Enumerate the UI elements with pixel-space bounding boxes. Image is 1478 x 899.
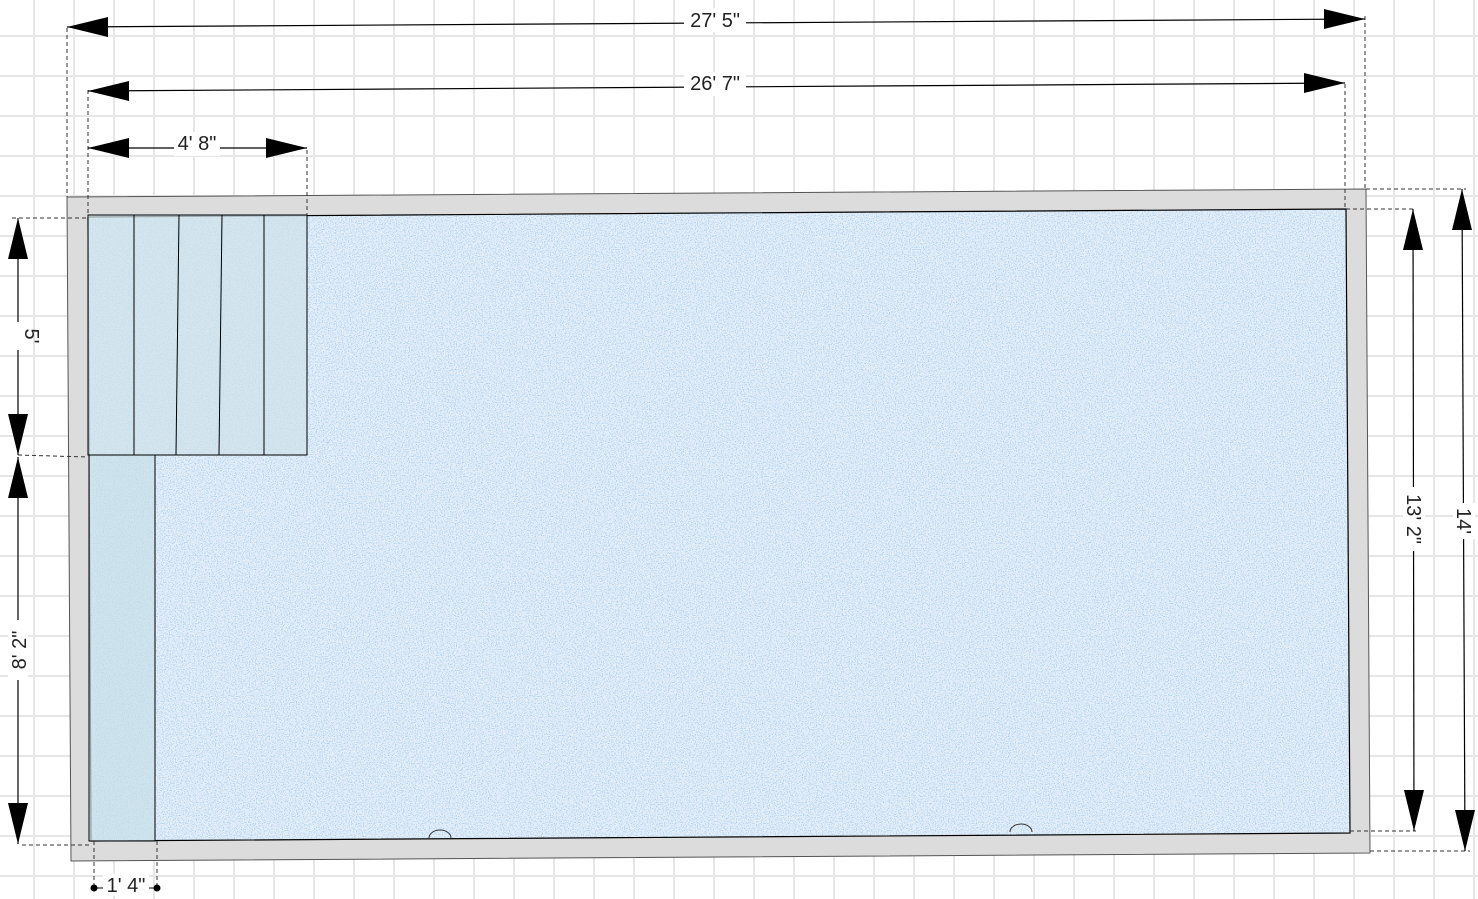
dim-overall-length-label: 27' 5" [690, 10, 740, 32]
dim-overall-width-label: 14' [1452, 508, 1474, 534]
dim-bench-length-label: 8' 2" [9, 631, 31, 670]
dim-bench-width-label: 1' 4" [107, 875, 146, 897]
arrow-icon [8, 803, 28, 844]
dim-interior-width-label: 13' 2" [1402, 494, 1424, 544]
arrow-icon [8, 457, 28, 498]
dimension-overall-width: 14' [1452, 188, 1475, 852]
arrow-icon [266, 138, 307, 158]
extension-lines [12, 16, 1470, 890]
arrow-icon [88, 81, 129, 101]
arrow-icon [1324, 9, 1365, 29]
arrow-icon [1403, 209, 1423, 250]
dimension-interior-width: 13' 2" [1402, 208, 1425, 832]
arrow-icon [90, 884, 98, 892]
dimension-bench-width: 1' 4" [90, 874, 161, 897]
arrow-icon [1455, 810, 1475, 851]
return-fitting-icon [1009, 823, 1033, 833]
dimension-overall-length: 27' 5" [66, 8, 1366, 37]
arrow-icon [88, 138, 129, 158]
dim-steps-depth-label: 5' [20, 329, 42, 344]
dimension-steps-depth: 5' [8, 218, 42, 455]
arrow-icon [8, 414, 28, 455]
return-fitting-icon [428, 829, 452, 839]
arrow-icon [1304, 73, 1345, 93]
arrow-icon [153, 884, 161, 892]
dimension-bench-length: 8' 2" [8, 457, 31, 844]
arrow-icon [67, 17, 108, 37]
arrow-icon [8, 218, 28, 259]
dimension-interior-length: 26' 7" [87, 72, 1346, 101]
bench-seat [88, 454, 156, 842]
entry-steps [87, 214, 308, 456]
arrow-icon [1404, 790, 1424, 831]
dim-steps-width-label: 4' 8" [178, 133, 217, 155]
dimension-steps-width: 4' 8" [88, 132, 307, 158]
arrow-icon [1452, 189, 1472, 230]
dim-interior-length-label: 26' 7" [690, 73, 740, 95]
